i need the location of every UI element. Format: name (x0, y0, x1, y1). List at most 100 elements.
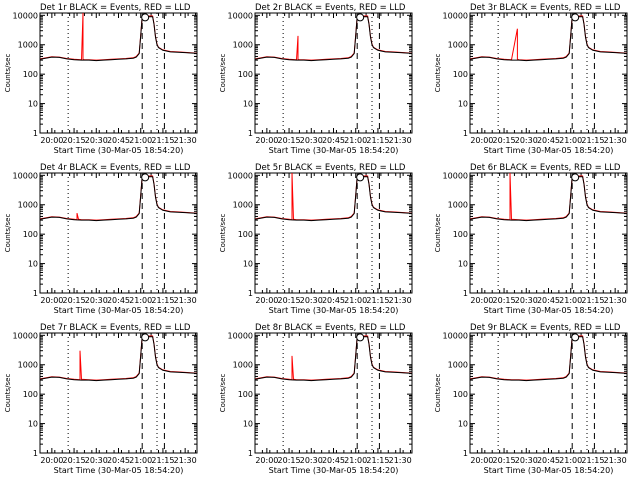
x-tick-label: 20:15 (63, 136, 86, 145)
y-tick-label: 10000 (443, 171, 468, 180)
panel-title: Det 5r BLACK = Events, RED = LLD (255, 163, 406, 173)
x-axis: 20:00 20:15 20:30 20:45 21:00 21:15 21:30 (254, 173, 412, 305)
y-axis: 1 10 100 1000 10000 (443, 331, 627, 458)
series-line-events (255, 176, 412, 222)
series-group (470, 15, 627, 62)
y-tick-label: 10000 (13, 171, 38, 180)
x-tick-label: 20:30 (515, 456, 538, 465)
y-tick-label: 10 (458, 100, 468, 109)
plot-frame (254, 332, 413, 454)
x-tick-label: 21:30 (389, 296, 412, 305)
x-tick-label: 21:15 (151, 136, 174, 145)
panel-title: Det 3r BLACK = Events, RED = LLD (470, 3, 621, 13)
y-tick-label: 1 (33, 129, 38, 138)
y-tick-label: 1000 (448, 41, 468, 50)
x-axis: 20:00 20:15 20:30 20:45 21:00 21:15 21:30 (39, 333, 197, 465)
x-tick-label: 21:15 (151, 296, 174, 305)
y-axis: 1 10 100 1000 10000 (13, 11, 197, 138)
plot-frame (469, 172, 628, 294)
y-tick-label: 100 (23, 230, 38, 239)
y-axis: 1 10 100 1000 10000 (13, 171, 197, 298)
x-tick-label: 20:15 (278, 296, 301, 305)
x-tick-label: 20:00 (470, 456, 493, 465)
series-line-events (255, 16, 412, 62)
x-tick-label: 20:15 (278, 456, 301, 465)
x-tick-label: 21:00 (129, 296, 152, 305)
reference-lines (282, 13, 380, 133)
y-tick-label: 10 (243, 260, 253, 269)
series-line-events (40, 336, 197, 382)
x-tick-label: 20:30 (85, 296, 108, 305)
x-axis: 20:00 20:15 20:30 20:45 21:00 21:15 21:30 (39, 13, 197, 145)
x-axis: 20:00 20:15 20:30 20:45 21:00 21:15 21:30 (469, 333, 627, 465)
y-tick-label: 1 (248, 289, 253, 298)
x-tick-label: 21:15 (366, 456, 389, 465)
x-tick-label: 21:30 (604, 456, 627, 465)
x-tick-label: 20:45 (537, 456, 560, 465)
panel-title: Det 9r BLACK = Events, RED = LLD (470, 323, 621, 333)
y-axis-title: Counts/sec (434, 374, 442, 413)
plot-frame (254, 12, 413, 134)
x-tick-label: 21:30 (389, 456, 412, 465)
marker-circle (356, 13, 365, 22)
y-axis-title: Counts/sec (4, 54, 12, 93)
x-tick-label: 20:15 (493, 136, 516, 145)
x-axis: 20:00 20:15 20:30 20:45 21:00 21:15 21:30 (469, 173, 627, 305)
y-tick-label: 1000 (233, 41, 253, 50)
x-tick-label: 21:15 (366, 296, 389, 305)
series-line-events (470, 176, 627, 222)
x-tick-label: 20:45 (107, 296, 130, 305)
marker-circle (356, 333, 365, 342)
y-axis: 1 10 100 1000 10000 (228, 11, 412, 138)
x-tick-label: 21:00 (129, 136, 152, 145)
y-axis-title: Counts/sec (219, 54, 227, 93)
x-axis: 20:00 20:15 20:30 20:45 21:00 21:15 21:30 (39, 173, 197, 305)
x-axis-title: Start Time (30-Mar-05 18:54:20) (269, 306, 399, 315)
x-tick-label: 21:00 (559, 136, 582, 145)
y-tick-label: 100 (238, 390, 253, 399)
x-tick-label: 20:00 (40, 456, 63, 465)
panel-title: Det 7r BLACK = Events, RED = LLD (40, 323, 191, 333)
x-tick-label: 20:00 (470, 136, 493, 145)
series-line-events (255, 336, 412, 382)
series-line-lld (40, 335, 197, 381)
y-tick-label: 10 (243, 100, 253, 109)
x-tick-label: 21:15 (581, 296, 604, 305)
marker-circle (571, 13, 580, 22)
y-tick-label: 100 (453, 70, 468, 79)
x-tick-label: 20:15 (63, 456, 86, 465)
x-tick-label: 21:00 (344, 456, 367, 465)
y-tick-label: 1 (33, 289, 38, 298)
series-line-lld (255, 15, 412, 61)
x-tick-label: 20:15 (493, 456, 516, 465)
x-tick-label: 21:30 (174, 296, 197, 305)
x-axis-title: Start Time (30-Mar-05 18:54:20) (269, 466, 399, 475)
reference-lines (67, 333, 165, 453)
y-tick-label: 10 (28, 260, 38, 269)
y-tick-label: 100 (238, 230, 253, 239)
series-line-events (40, 176, 197, 222)
panel-title: Det 2r BLACK = Events, RED = LLD (255, 3, 406, 13)
x-axis-title: Start Time (30-Mar-05 18:54:20) (54, 146, 184, 155)
reference-lines (497, 173, 595, 293)
x-tick-label: 20:45 (537, 296, 560, 305)
marker-circle (571, 333, 580, 342)
x-tick-label: 21:00 (344, 296, 367, 305)
y-tick-label: 1000 (18, 41, 38, 50)
x-axis-title: Start Time (30-Mar-05 18:54:20) (54, 466, 184, 475)
x-tick-label: 21:30 (389, 136, 412, 145)
x-tick-label: 20:15 (63, 296, 86, 305)
y-tick-label: 1 (463, 449, 468, 458)
x-axis: 20:00 20:15 20:30 20:45 21:00 21:15 21:30 (469, 13, 627, 145)
x-tick-label: 21:30 (174, 456, 197, 465)
y-axis: 1 10 100 1000 10000 (443, 171, 627, 298)
x-tick-label: 20:00 (255, 136, 278, 145)
x-tick-label: 20:15 (278, 136, 301, 145)
x-tick-label: 20:00 (255, 456, 278, 465)
x-tick-label: 20:30 (85, 136, 108, 145)
